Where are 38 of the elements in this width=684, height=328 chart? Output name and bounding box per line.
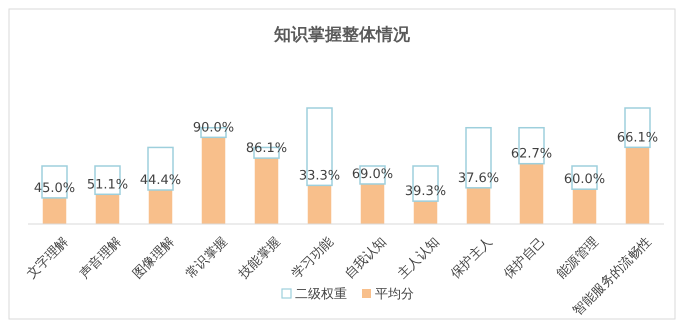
x-tick-label: 文字理解 [23, 234, 72, 282]
bar [202, 137, 226, 224]
x-tick-label: 学习功能 [289, 234, 337, 282]
annotation: 37.6% [458, 170, 500, 186]
bar [96, 194, 120, 224]
annotation: 44.4% [140, 173, 182, 188]
x-tick-label: 常识掌握 [183, 234, 231, 282]
x-tick-label: 自我认知 [342, 234, 390, 282]
legend-label: 二级权重 [295, 287, 347, 302]
annotation: 39.3% [404, 184, 446, 200]
x-tick-label: 图像理解 [130, 234, 178, 282]
legend-label: 平均分 [375, 287, 414, 302]
bar [148, 190, 172, 224]
bar [360, 184, 384, 224]
bar [308, 185, 332, 224]
annotation: 33.3% [298, 168, 340, 184]
bar [520, 164, 544, 224]
annotation: 86.1% [246, 141, 288, 156]
x-tick-label: 保护自己 [501, 234, 549, 282]
x-tick-label: 技能掌握 [235, 234, 284, 283]
annotation: 90.0% [192, 120, 234, 136]
bar [414, 201, 438, 224]
bar [466, 188, 490, 224]
x-tick-label: 保护主人 [447, 234, 496, 282]
bar [42, 198, 66, 224]
annotation: 45.0% [34, 180, 76, 196]
annotation: 51.1% [86, 177, 128, 192]
chart-title: 知识掌握整体情况 [273, 25, 411, 45]
x-tick-label: 能源管理 [554, 234, 602, 282]
x-tick-label: 声音理解 [77, 234, 125, 282]
annotation: 62.7% [510, 146, 552, 162]
annotation: 66.1% [616, 130, 658, 146]
annotation: 60.0% [564, 172, 606, 188]
bar [626, 147, 650, 224]
x-tick-label: 主人认知 [394, 234, 443, 282]
bar [572, 189, 596, 224]
bar [254, 158, 278, 224]
annotation: 69.0% [352, 166, 394, 182]
